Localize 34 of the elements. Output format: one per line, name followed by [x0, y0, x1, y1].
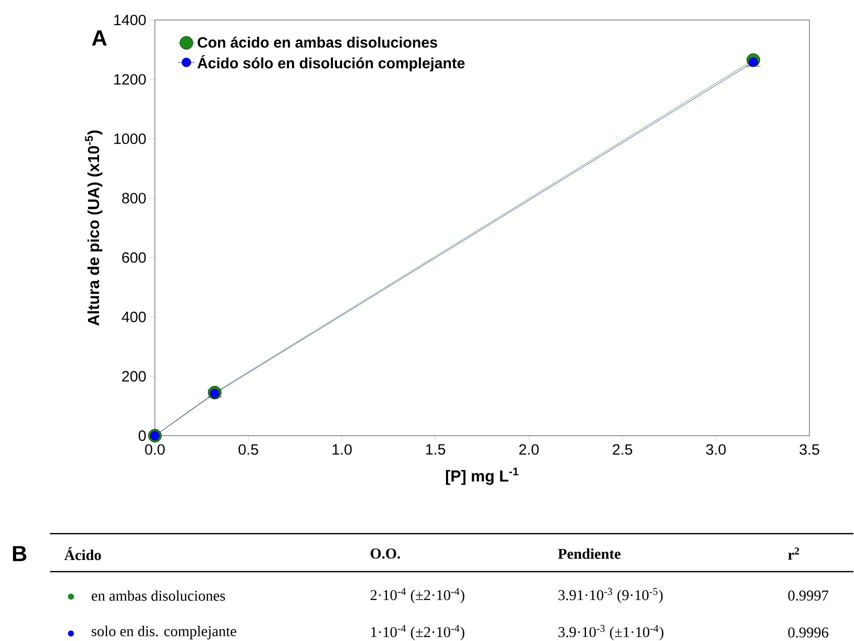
text: r$^{2}$ — [788, 548, 800, 560]
y-tick-label: 1400 — [114, 14, 146, 26]
x-tick-label: 1.5 — [426, 444, 446, 455]
x-tick-label: 0.0 — [145, 444, 165, 455]
legend-label: Con ácido en ambas disoluciones — [198, 36, 438, 48]
x-axis-title: [P] mg L$^{-1}$ — [446, 468, 518, 486]
text: 1·10$^{-4}$ (±2·10$^{-4}$) — [371, 625, 464, 640]
text: O.O. — [370, 548, 400, 559]
text: 3.9·10$^{-3}$ (±1·10$^{-4}$) — [558, 625, 664, 640]
text: 0.9997 — [788, 590, 828, 601]
x-tick-label: 2.5 — [612, 444, 632, 455]
y-tick-label: 600 — [122, 252, 146, 264]
x-tick-label: 3.5 — [800, 444, 820, 455]
y-tick-label: 1000 — [114, 134, 146, 144]
y-axis-title: Altura de pico (UA) (x10$^{-5}$) — [85, 130, 102, 326]
text: en ambas disoluciones — [92, 590, 225, 602]
text: B — [12, 546, 26, 562]
x-tick-label: 2.0 — [519, 444, 539, 455]
text: A — [92, 30, 107, 46]
text: 3.91·10$^{-3}$ (9·10$^{-5}$) — [558, 588, 663, 604]
x-tick-label: 0.5 — [238, 444, 258, 455]
text: Ácido — [64, 547, 101, 560]
y-tick-label: 400 — [122, 312, 146, 322]
y-tick-label: 200 — [122, 371, 146, 382]
legend-label: Ácido sólo en disolución complejante — [197, 55, 465, 72]
text: 0.9996 — [788, 628, 828, 638]
x-tick-label: 1.0 — [332, 444, 352, 455]
y-tick-label: 800 — [122, 193, 146, 204]
text: 2·10$^{-4}$ (±2·10$^{-4}$) — [370, 588, 464, 604]
x-tick-label: 3.0 — [706, 444, 726, 455]
y-tick-label: 0 — [138, 430, 146, 442]
y-tick-label: 1200 — [114, 74, 146, 85]
text: Pendiente — [558, 548, 620, 560]
text: solo en dis. complejante — [92, 626, 236, 640]
